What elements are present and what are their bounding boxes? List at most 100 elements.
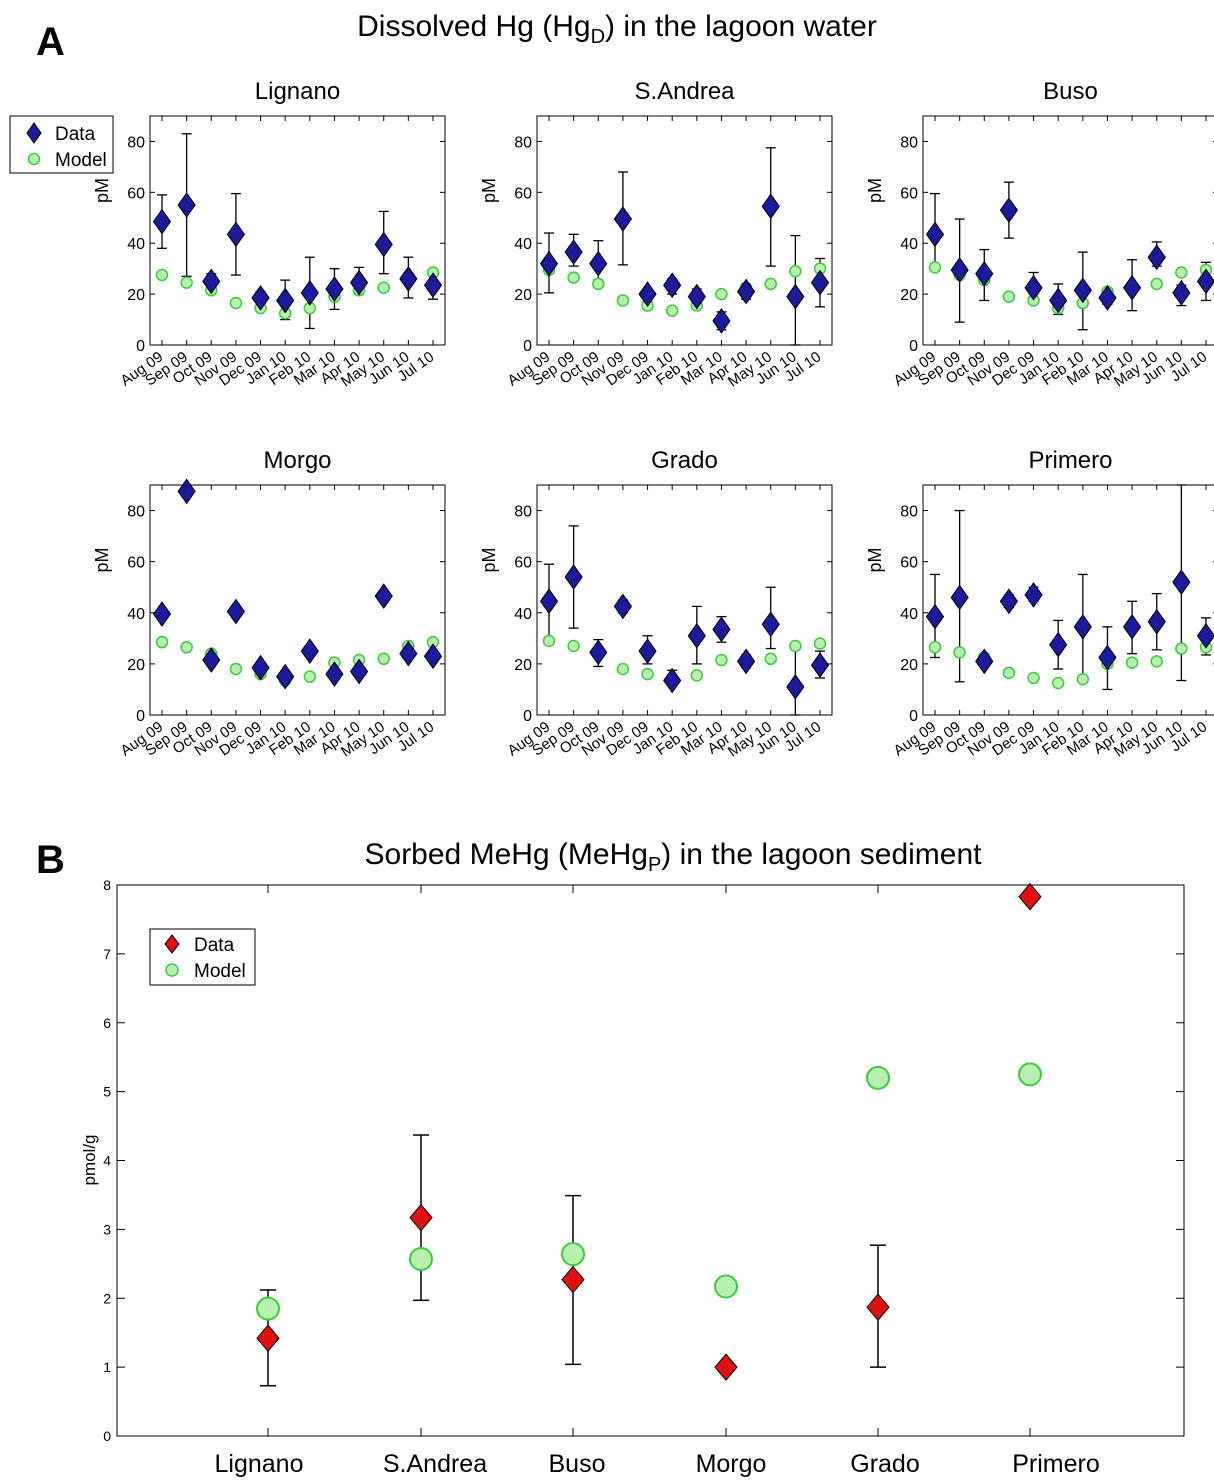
y-tick-label: 20: [127, 657, 145, 674]
category-label: S.Andrea: [383, 1450, 487, 1478]
panel-b-title: Sorbed MeHg (MeHgP) in the lagoon sedime…: [365, 838, 983, 876]
y-tick-label: 0: [909, 708, 918, 725]
y-tick-label: 80: [514, 134, 532, 151]
model-point: [1077, 674, 1088, 685]
model-point: [790, 266, 801, 277]
model-point: [378, 282, 389, 293]
category-label: Buso: [549, 1450, 606, 1478]
y-tick-label: 40: [127, 236, 145, 253]
model-point: [568, 272, 579, 283]
model-point: [1028, 672, 1039, 683]
legend: Data Model: [10, 116, 113, 173]
legend-data-label: Data: [194, 935, 235, 956]
model-point: [230, 664, 241, 675]
model-point: [716, 289, 727, 300]
category-label: Morgo: [696, 1450, 767, 1478]
y-axis-label: pM: [865, 178, 885, 203]
legend-model-label: Model: [55, 150, 107, 171]
model-point: [954, 647, 965, 658]
subplot-title: Grado: [651, 447, 718, 474]
y-tick-label: 0: [103, 1428, 111, 1444]
panel-b-letter: B: [36, 838, 65, 882]
y-tick-label: 6: [103, 1015, 111, 1031]
y-tick-label: 20: [900, 287, 918, 304]
model-point: [1176, 267, 1187, 278]
y-tick-label: 2: [103, 1290, 111, 1306]
subplot-title: Lignano: [255, 78, 340, 105]
model-point: [1127, 657, 1138, 668]
y-axis-label: pM: [92, 547, 112, 572]
plot-frame: [537, 116, 832, 345]
model-point: [867, 1067, 889, 1089]
model-point: [1003, 291, 1014, 302]
model-point: [181, 277, 192, 288]
y-tick-label: 20: [127, 287, 145, 304]
model-point: [765, 653, 776, 664]
model-point: [157, 637, 168, 648]
panel-a-title: Dissolved Hg (HgD) in the lagoon water: [357, 10, 877, 48]
y-axis-label: pM: [479, 547, 499, 572]
y-tick-label: 0: [523, 708, 532, 725]
model-point: [378, 653, 389, 664]
plot-frame: [150, 116, 445, 345]
y-tick-label: 80: [127, 134, 145, 151]
y-tick-label: 3: [103, 1221, 111, 1237]
y-tick-label: 40: [127, 606, 145, 623]
model-point: [1053, 678, 1064, 689]
model-point: [568, 641, 579, 652]
plot-frame: [537, 485, 832, 715]
y-tick-label: 20: [514, 657, 532, 674]
model-point: [667, 305, 678, 316]
y-tick-label: 40: [900, 236, 918, 253]
y-tick-label: 80: [900, 134, 918, 151]
model-point: [815, 638, 826, 649]
legend-data-label: Data: [55, 124, 96, 145]
subplot-title: Primero: [1028, 447, 1112, 474]
legend-model-marker: [29, 154, 40, 165]
model-point: [410, 1248, 432, 1270]
y-tick-label: 0: [523, 338, 532, 355]
y-tick-label: 20: [900, 657, 918, 674]
model-point: [157, 270, 168, 281]
model-point: [691, 670, 702, 681]
plot-frame: [150, 485, 445, 715]
category-label: Primero: [1012, 1450, 1100, 1478]
y-tick-label: 60: [127, 555, 145, 572]
legend-model-marker: [166, 964, 178, 976]
y-tick-label: 0: [136, 338, 145, 355]
plot-frame: [923, 116, 1214, 345]
y-axis-label: pM: [479, 178, 499, 203]
model-point: [257, 1298, 279, 1320]
model-point: [790, 641, 801, 652]
y-axis-label: pM: [865, 547, 885, 572]
y-tick-label: 80: [900, 504, 918, 521]
model-point: [1019, 1063, 1041, 1085]
model-point: [617, 664, 628, 675]
model-point: [930, 262, 941, 273]
y-tick-label: 60: [127, 185, 145, 202]
model-point: [544, 635, 555, 646]
model-point: [230, 298, 241, 309]
y-axis-label: pmol/g: [80, 1134, 99, 1185]
model-point: [1176, 643, 1187, 654]
model-point: [715, 1276, 737, 1298]
subplot-title: Morgo: [263, 447, 331, 474]
plot-frame: [117, 885, 1184, 1436]
y-tick-label: 20: [514, 287, 532, 304]
model-point: [617, 295, 628, 306]
model-point: [593, 278, 604, 289]
y-axis-label: pM: [92, 178, 112, 203]
model-point: [1151, 278, 1162, 289]
y-tick-label: 4: [103, 1153, 111, 1169]
y-tick-label: 80: [514, 504, 532, 521]
y-tick-label: 1: [103, 1359, 111, 1375]
subplot-title: S.Andrea: [634, 78, 735, 105]
y-tick-label: 80: [127, 504, 145, 521]
model-point: [304, 671, 315, 682]
